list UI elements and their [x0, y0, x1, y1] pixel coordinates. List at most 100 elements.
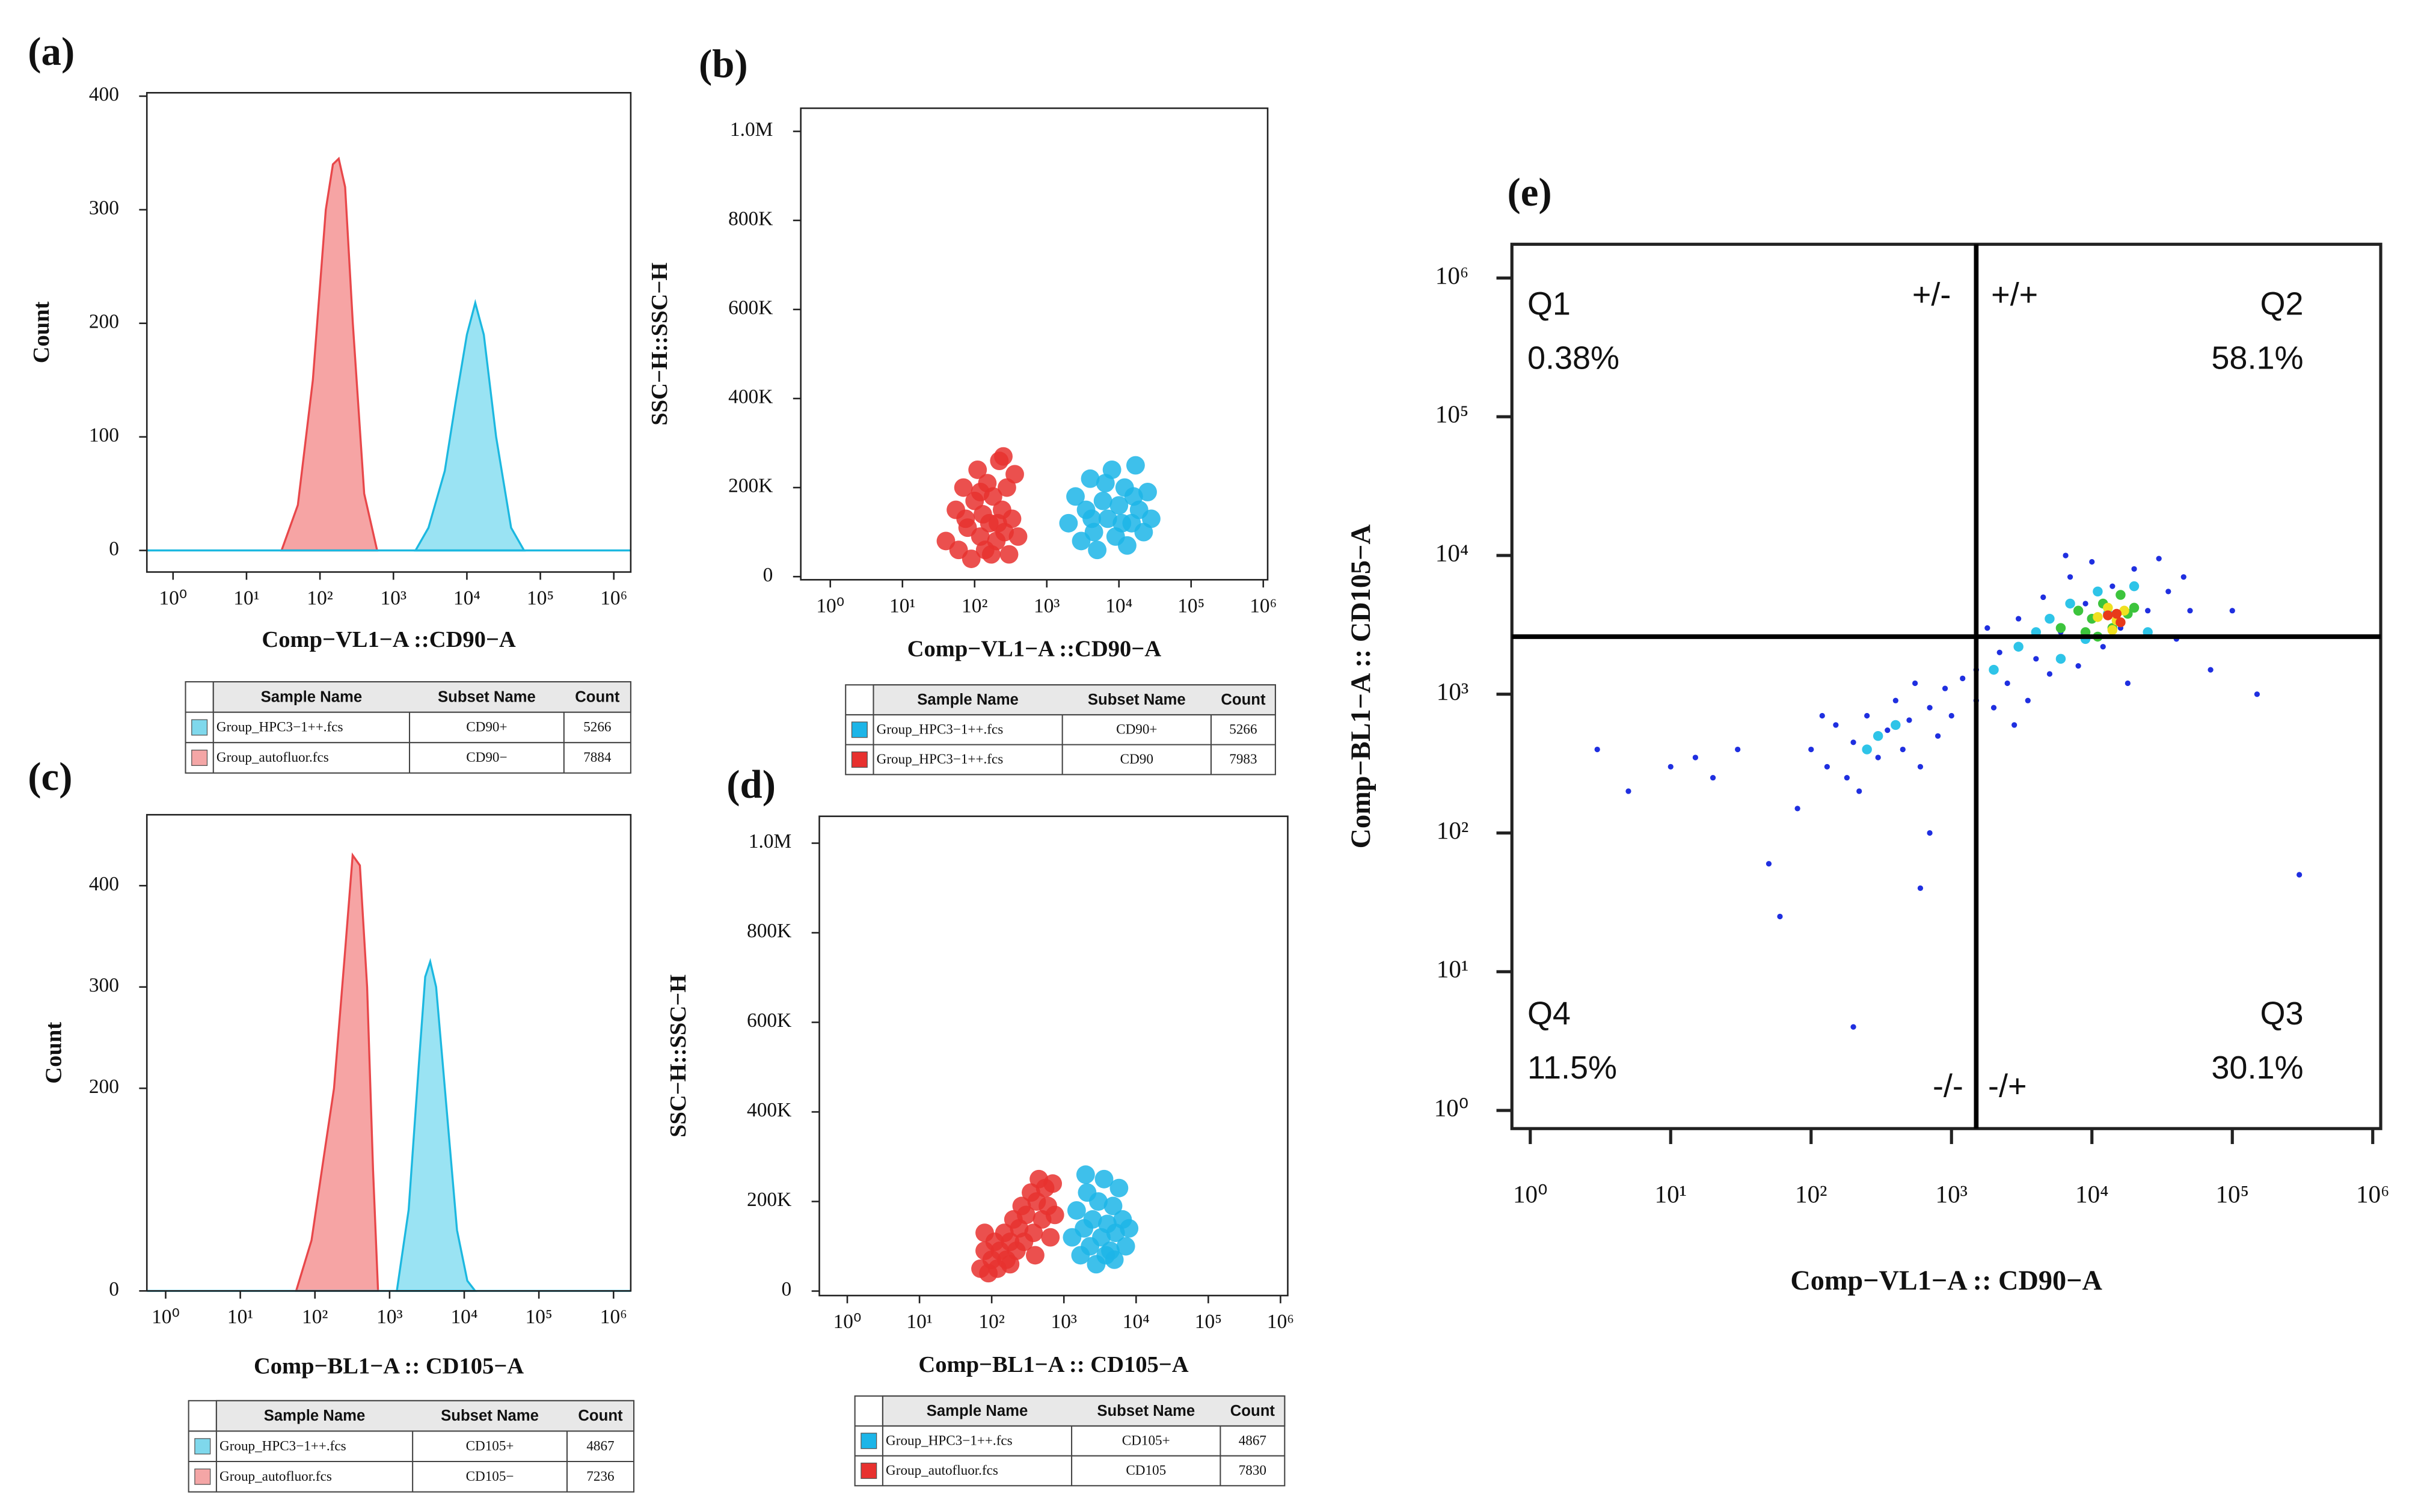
- point: [2013, 641, 2024, 652]
- y-tick-label: 200: [89, 310, 119, 332]
- x-tick-label: 10⁵: [526, 1306, 553, 1328]
- point: [2103, 602, 2113, 613]
- point: [954, 478, 973, 497]
- point: [2093, 612, 2103, 622]
- point: [1917, 885, 1924, 891]
- point: [2119, 605, 2129, 616]
- point: [1105, 1250, 1124, 1269]
- point: [1067, 1201, 1086, 1220]
- table-cell: CD90+: [466, 720, 507, 735]
- point: [962, 549, 981, 568]
- point: [1710, 775, 1716, 781]
- x-axis-label: Comp−VL1−A ::CD90−A: [907, 636, 1162, 661]
- point: [1109, 496, 1129, 515]
- point: [1109, 1178, 1129, 1198]
- point: [1026, 1246, 1045, 1265]
- point: [1094, 1169, 1114, 1189]
- x-tick-label: 10²: [978, 1311, 1004, 1333]
- y-axis-label: Count: [29, 301, 54, 363]
- quadrant-name: Q3: [2260, 996, 2303, 1032]
- point: [2129, 581, 2140, 592]
- x-tick-label: 10⁰: [833, 1311, 862, 1333]
- histogram-area: [295, 852, 379, 1292]
- point: [2297, 872, 2303, 878]
- point: [1043, 1174, 1063, 1193]
- x-tick-label: 10⁰: [159, 587, 187, 609]
- point: [2125, 680, 2131, 687]
- x-tick-label: 10²: [1795, 1180, 1827, 1208]
- x-tick-label: 10¹: [1655, 1180, 1687, 1208]
- y-tick-label: 0: [763, 564, 773, 586]
- point: [2229, 608, 2235, 614]
- y-tick-label: 100: [89, 424, 119, 446]
- point: [1141, 509, 1161, 528]
- table-cell: 5266: [583, 720, 611, 735]
- x-tick-label: 10⁶: [2356, 1180, 2389, 1208]
- table-cell: 4867: [586, 1438, 614, 1454]
- plot-frame: [1510, 242, 2383, 1130]
- y-axis-label: Count: [41, 1022, 66, 1084]
- point: [1996, 649, 2002, 655]
- point: [1990, 705, 1997, 711]
- point: [1103, 1196, 1123, 1216]
- legend-swatch: [194, 1438, 211, 1455]
- point: [1989, 664, 1999, 675]
- point: [2180, 574, 2186, 580]
- quadrant-name: Q4: [1527, 996, 1571, 1032]
- table-header: Count: [1230, 1403, 1275, 1419]
- x-tick-label: 10⁵: [1195, 1311, 1222, 1333]
- point: [1089, 1192, 1108, 1211]
- table-header: Count: [575, 688, 620, 705]
- table-cell: Group_HPC3−1++.fcs: [216, 720, 343, 735]
- y-tick-label: 10⁴: [1435, 539, 1468, 566]
- table-cell: 7884: [583, 750, 612, 765]
- x-axis-label: Comp−VL1−A :: CD90−A: [1790, 1266, 2102, 1296]
- x-tick-label: 10⁴: [453, 587, 480, 609]
- panel-title: (e): [1508, 170, 1552, 215]
- point: [1873, 730, 1883, 741]
- point: [1824, 764, 1830, 770]
- legend-swatch: [861, 1433, 877, 1449]
- point: [2131, 566, 2137, 572]
- point: [968, 460, 987, 479]
- point: [1041, 1228, 1060, 1247]
- point: [2082, 601, 2088, 607]
- point: [1850, 739, 1856, 745]
- quadrant-name: Q2: [2260, 286, 2303, 322]
- y-tick-label: 300: [89, 974, 119, 996]
- point: [1917, 764, 1924, 770]
- x-tick-label: 10⁶: [1250, 595, 1277, 617]
- point: [2100, 644, 2106, 650]
- y-tick-label: 400: [89, 873, 119, 895]
- point: [1059, 513, 1078, 533]
- panel-title: (c): [28, 754, 72, 799]
- x-tick-label: 10⁵: [2216, 1180, 2249, 1208]
- quadrant-sign: -/-: [1933, 1068, 1963, 1104]
- point: [1844, 775, 1850, 781]
- point: [1942, 685, 1948, 691]
- x-tick-label: 10⁴: [1123, 1311, 1150, 1333]
- point: [1002, 509, 1022, 528]
- point: [2156, 556, 2162, 562]
- point: [994, 447, 1013, 466]
- legend-swatch: [851, 721, 868, 738]
- point: [1885, 727, 1891, 733]
- x-axis-label: Comp−BL1−A :: CD105−A: [918, 1352, 1188, 1377]
- point: [2025, 697, 2031, 703]
- table-cell: Group_autofluor.fcs: [886, 1463, 998, 1478]
- point: [981, 545, 1001, 564]
- y-axis-label: Comp−BL1−A :: CD105−A: [1346, 524, 1376, 849]
- point: [997, 478, 1016, 497]
- point: [1024, 1223, 1043, 1243]
- point: [1794, 806, 1800, 812]
- panel-title: (b): [699, 41, 748, 86]
- point: [1124, 487, 1143, 506]
- point: [1864, 712, 1870, 719]
- point: [1808, 746, 1814, 753]
- y-axis-label: SSC−H::SSC−H: [647, 263, 672, 426]
- y-tick-label: 10⁰: [1434, 1094, 1469, 1122]
- y-tick-label: 10⁵: [1435, 400, 1468, 428]
- x-tick-label: 10¹: [227, 1306, 253, 1328]
- point: [1096, 474, 1115, 493]
